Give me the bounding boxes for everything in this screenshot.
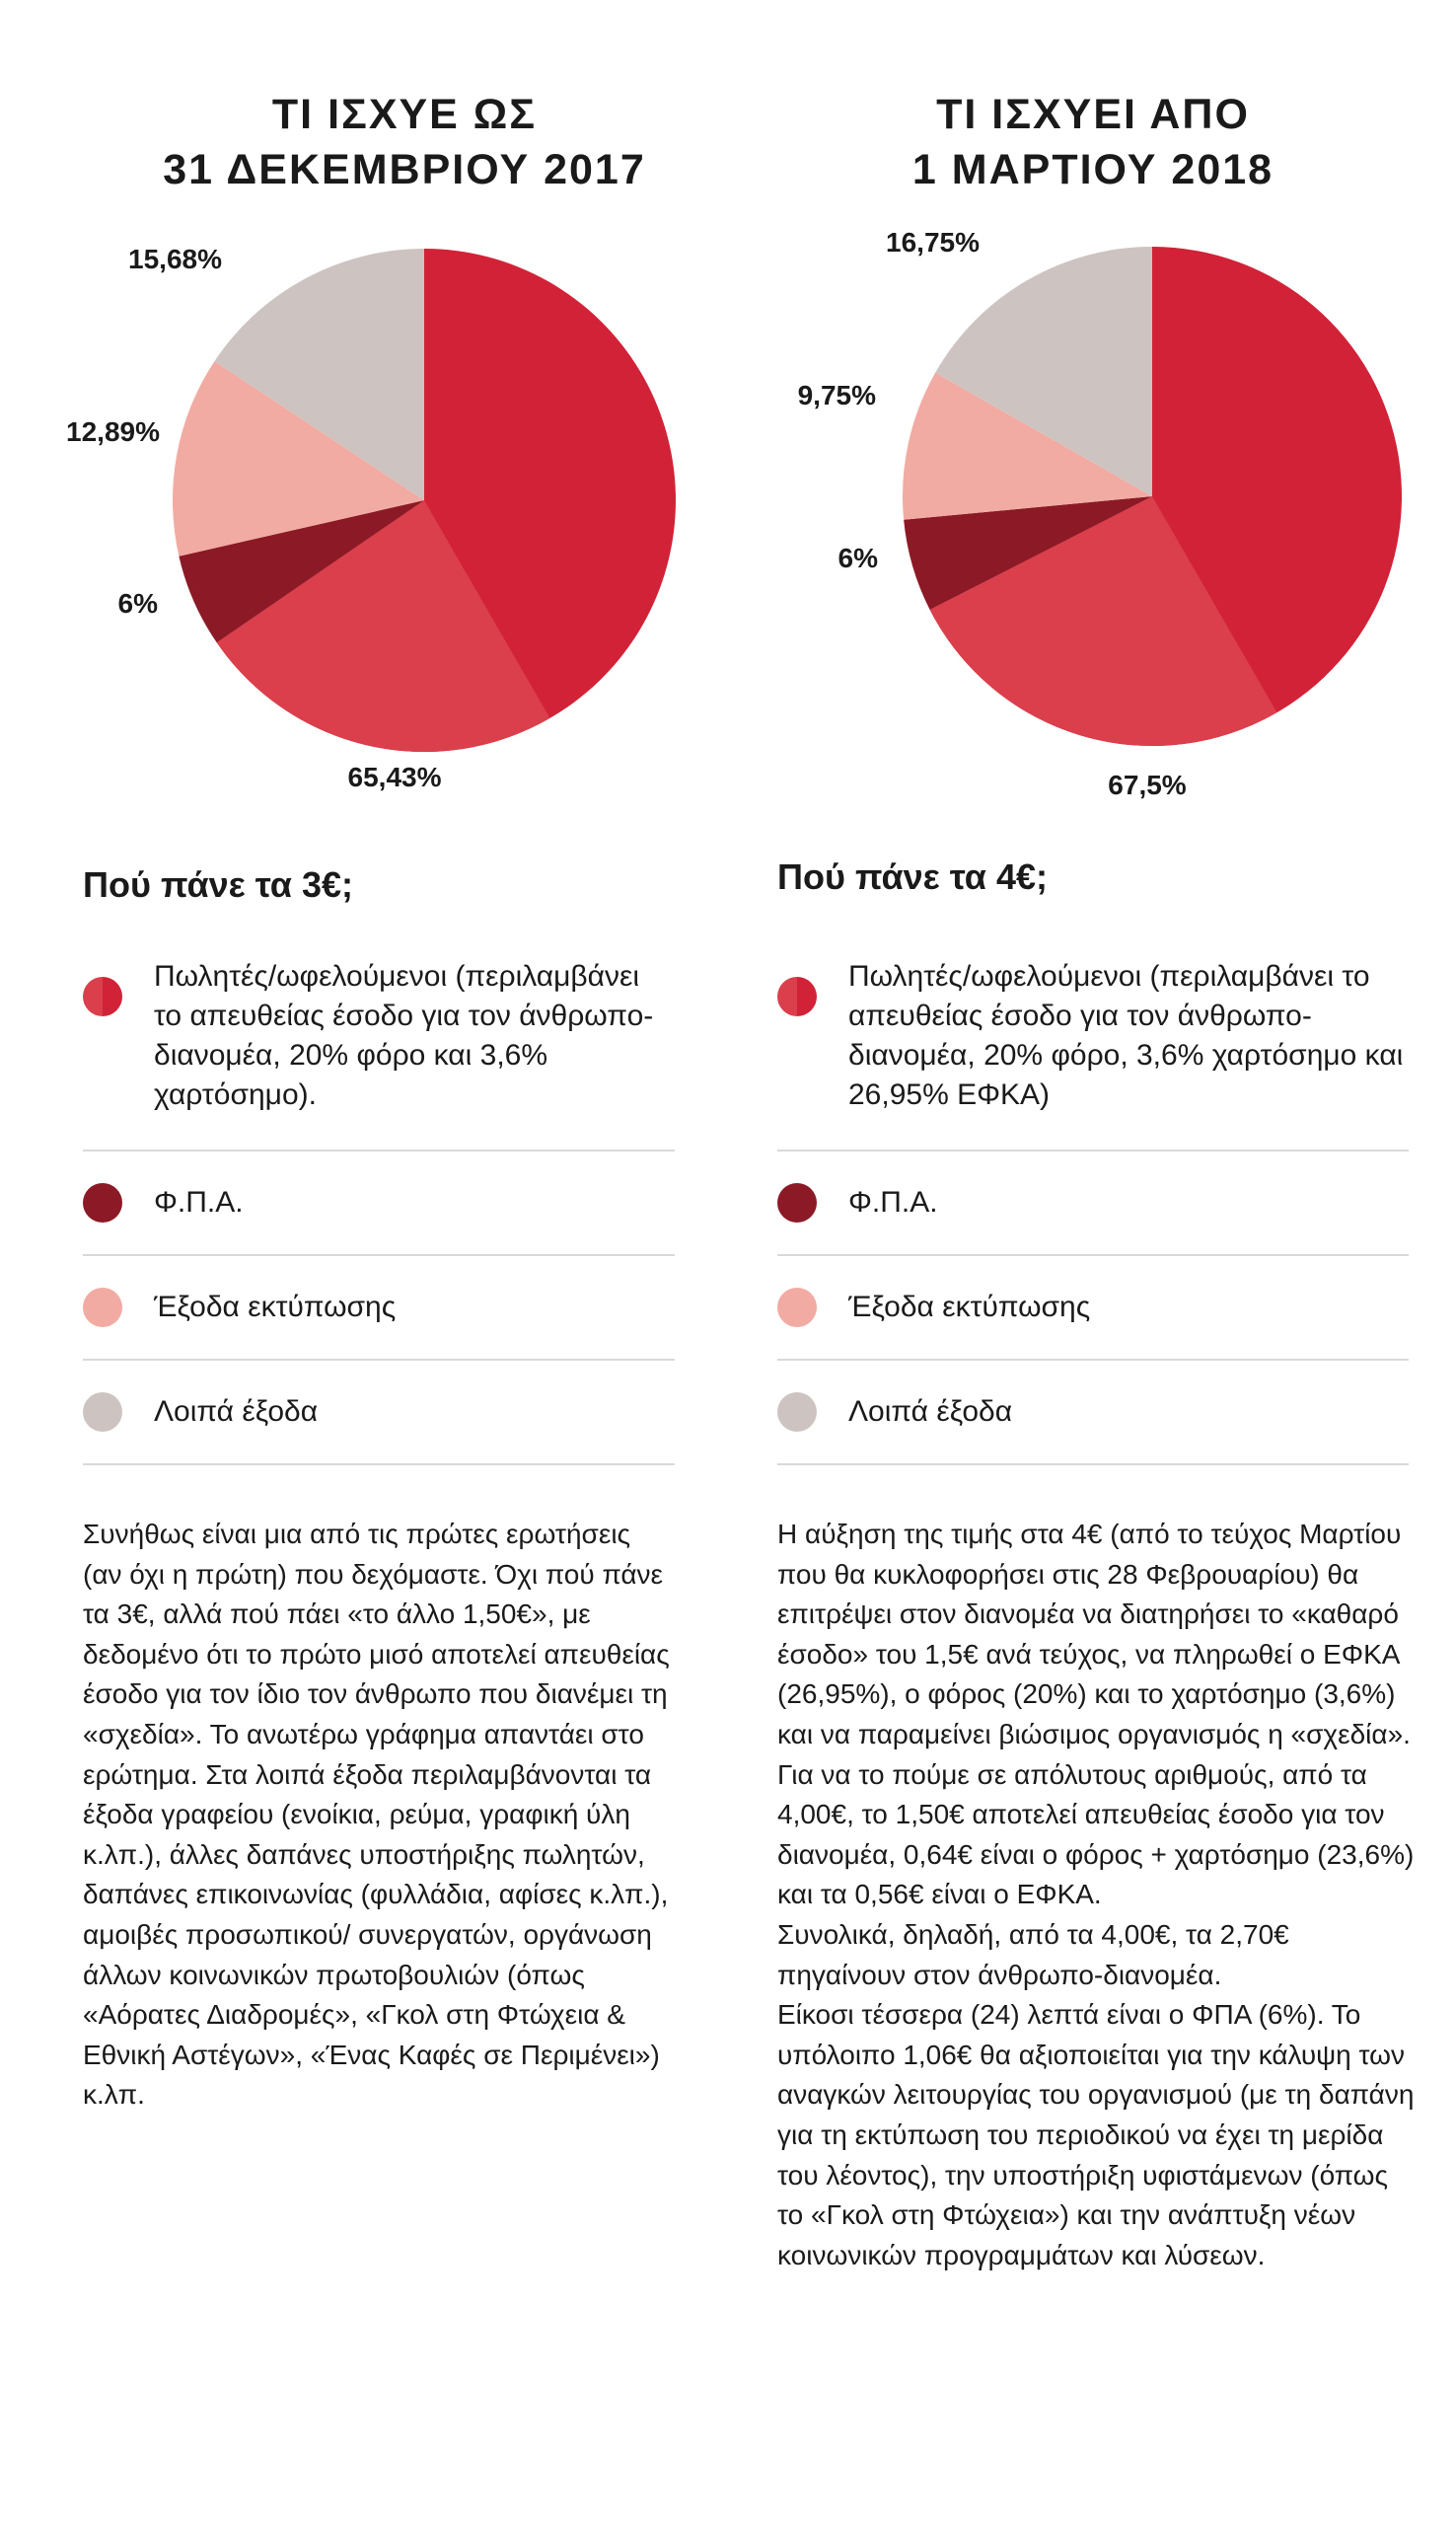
left-title: ΤΙ ΙΣΧΥΕ ΩΣ 31 ΔΕΚΕΜΒΡΙΟΥ 2017 xyxy=(89,87,720,197)
left-title-line2: 31 ΔΕΚΕΜΒΡΙΟΥ 2017 xyxy=(163,146,646,193)
dark-red-dot-icon xyxy=(777,1183,817,1223)
right-body-text: Η αύξηση της τιμής στα 4€ (από το τεύχος… xyxy=(777,1519,1415,2270)
right-legend: Πωλητές/ωφελούμενοι (περιλαμβάνει το απε… xyxy=(777,957,1409,1465)
legend-item-vat: Φ.Π.Α. xyxy=(83,1152,675,1256)
pie-value-label: 16,75% xyxy=(886,227,980,258)
pie-slice-vat xyxy=(904,496,1152,610)
legend-item-other: Λοιπά έξοδα xyxy=(777,1361,1409,1465)
grey-dot-icon xyxy=(777,1392,817,1432)
pie-value-label: 12,89% xyxy=(66,416,160,447)
right-subhead: Πού πάνε τα 4€; xyxy=(777,856,1048,897)
right-title-line2: 1 ΜΑΡΤΙΟΥ 2018 xyxy=(911,146,1274,193)
left-subhead: Πού πάνε τα 3€; xyxy=(83,864,353,905)
right-title: ΤΙ ΙΣΧΥΕΙ ΑΠΟ 1 ΜΑΡΤΙΟΥ 2018 xyxy=(777,87,1409,197)
pie-value-label: 6% xyxy=(838,543,879,573)
pie-slice-vendors-share xyxy=(216,500,550,753)
legend-label: Έξοδα εκτύπωσης xyxy=(154,1291,397,1323)
legend-item-vendors: Πωλητές/ωφελούμενοι (περιλαμβάνει το απε… xyxy=(83,957,675,1152)
split-red-dot-icon xyxy=(777,977,817,1016)
left-column: ΤΙ ΙΣΧΥΕ ΩΣ 31 ΔΕΚΕΜΒΡΙΟΥ 2017 65,43% 6% 1… xyxy=(66,87,720,2111)
pie-slice-printing xyxy=(903,372,1152,520)
legend-label: Λοιπά έξοδα xyxy=(848,1395,1013,1428)
pie-value-label: 65,43% xyxy=(348,762,442,792)
pie-slice-other xyxy=(935,247,1152,496)
legend-item-vendors: Πωλητές/ωφελούμενοι (περιλαμβάνει το απε… xyxy=(777,957,1409,1152)
pie-slice-vendors-share xyxy=(929,496,1277,746)
pink-dot-icon xyxy=(777,1288,817,1327)
legend-label: Πωλητές/ωφελούμενοι (περιλαμβάνει το απε… xyxy=(154,960,654,1111)
pie-value-label: 67,5% xyxy=(1108,770,1186,800)
legend-item-printing: Έξοδα εκτύπωσης xyxy=(777,1256,1409,1361)
grey-dot-icon xyxy=(83,1392,122,1432)
pie-value-label: 9,75% xyxy=(798,380,876,410)
pink-dot-icon xyxy=(83,1288,122,1327)
legend-label: Λοιπά έξοδα xyxy=(154,1395,319,1428)
pie-value-label: 6% xyxy=(118,588,159,619)
left-title-line1: ΤΙ ΙΣΧΥΕ ΩΣ xyxy=(271,91,538,138)
legend-label: Πωλητές/ωφελούμενοι (περιλαμβάνει το απε… xyxy=(848,960,1404,1111)
split-red-dot-icon xyxy=(83,977,122,1016)
left-body-text: Συνήθως είναι μια από τις πρώτες ερωτήσε… xyxy=(83,1519,670,2111)
pie-slice-printing xyxy=(173,361,424,557)
legend-label: Έξοδα εκτύπωσης xyxy=(848,1291,1091,1323)
right-title-line1: ΤΙ ΙΣΧΥΕΙ ΑΠΟ xyxy=(936,91,1250,138)
dark-red-dot-icon xyxy=(83,1183,122,1223)
pie-slice-other xyxy=(214,249,424,500)
pie-slice-vat xyxy=(179,500,424,643)
legend-item-printing: Έξοδα εκτύπωσης xyxy=(83,1256,675,1361)
pie-chart-2017: 65,43% 6% 12,89% 15,68% xyxy=(66,244,676,792)
right-column: ΤΙ ΙΣΧΥΕΙ ΑΠΟ 1 ΜΑΡΤΙΟΥ 2018 67,5% 6% 9,75… xyxy=(728,0,1456,2526)
legend-item-vat: Φ.Π.Α. xyxy=(777,1152,1409,1256)
legend-label: Φ.Π.Α. xyxy=(154,1186,244,1219)
pie-chart-2018: 67,5% 6% 9,75% 16,75% xyxy=(798,227,1402,800)
legend-label: Φ.Π.Α. xyxy=(848,1186,938,1219)
pie-value-label: 15,68% xyxy=(128,244,222,274)
left-legend: Πωλητές/ωφελούμενοι (περιλαμβάνει το απε… xyxy=(83,957,675,1465)
legend-item-other: Λοιπά έξοδα xyxy=(83,1361,675,1465)
